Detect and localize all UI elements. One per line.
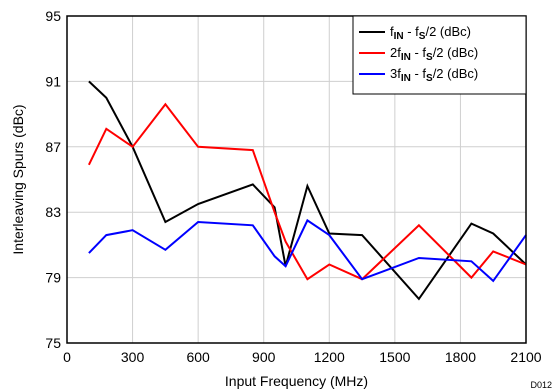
series-layer <box>87 80 527 301</box>
series-line-3 <box>88 218 527 283</box>
x-tick-label: 600 <box>186 349 210 365</box>
y-tick-label: 91 <box>45 73 61 89</box>
legend: fIN - fS/2 (dBc) 2fIN - fS/2 (dBc) 3fIN - … <box>352 15 527 95</box>
x-tick-label: 2100 <box>510 349 541 365</box>
legend-label-3: 3fIN - fS/2 (dBc) <box>390 66 478 84</box>
legend-box <box>352 15 527 95</box>
y-tick-label: 95 <box>45 8 61 24</box>
plot-frame <box>66 15 527 344</box>
x-tick-label: 900 <box>252 349 276 365</box>
y-tick-label: 87 <box>45 139 61 155</box>
x-tick-label: 1500 <box>379 349 410 365</box>
y-tick-label: 79 <box>45 270 61 286</box>
y-tick-labels: 75 79 83 87 91 95 <box>45 8 61 351</box>
figure-code: D012 <box>530 380 552 390</box>
y-axis-title: Interleaving Spurs (dBc) <box>10 104 26 254</box>
x-tick-label: 0 <box>63 349 71 365</box>
x-axis-title: Input Frequency (MHz) <box>225 373 368 389</box>
x-tick-labels: 0 300 600 900 1200 1500 1800 2100 <box>63 349 542 365</box>
x-tick-label: 1800 <box>445 349 476 365</box>
legend-label-1: fIN - fS/2 (dBc) <box>390 24 471 42</box>
x-tick-label: 300 <box>121 349 145 365</box>
x-tick-label: 1200 <box>314 349 345 365</box>
y-tick-label: 83 <box>45 204 61 220</box>
legend-label-2: 2fIN - fS/2 (dBc) <box>390 45 478 63</box>
y-tick-label: 75 <box>45 335 61 351</box>
